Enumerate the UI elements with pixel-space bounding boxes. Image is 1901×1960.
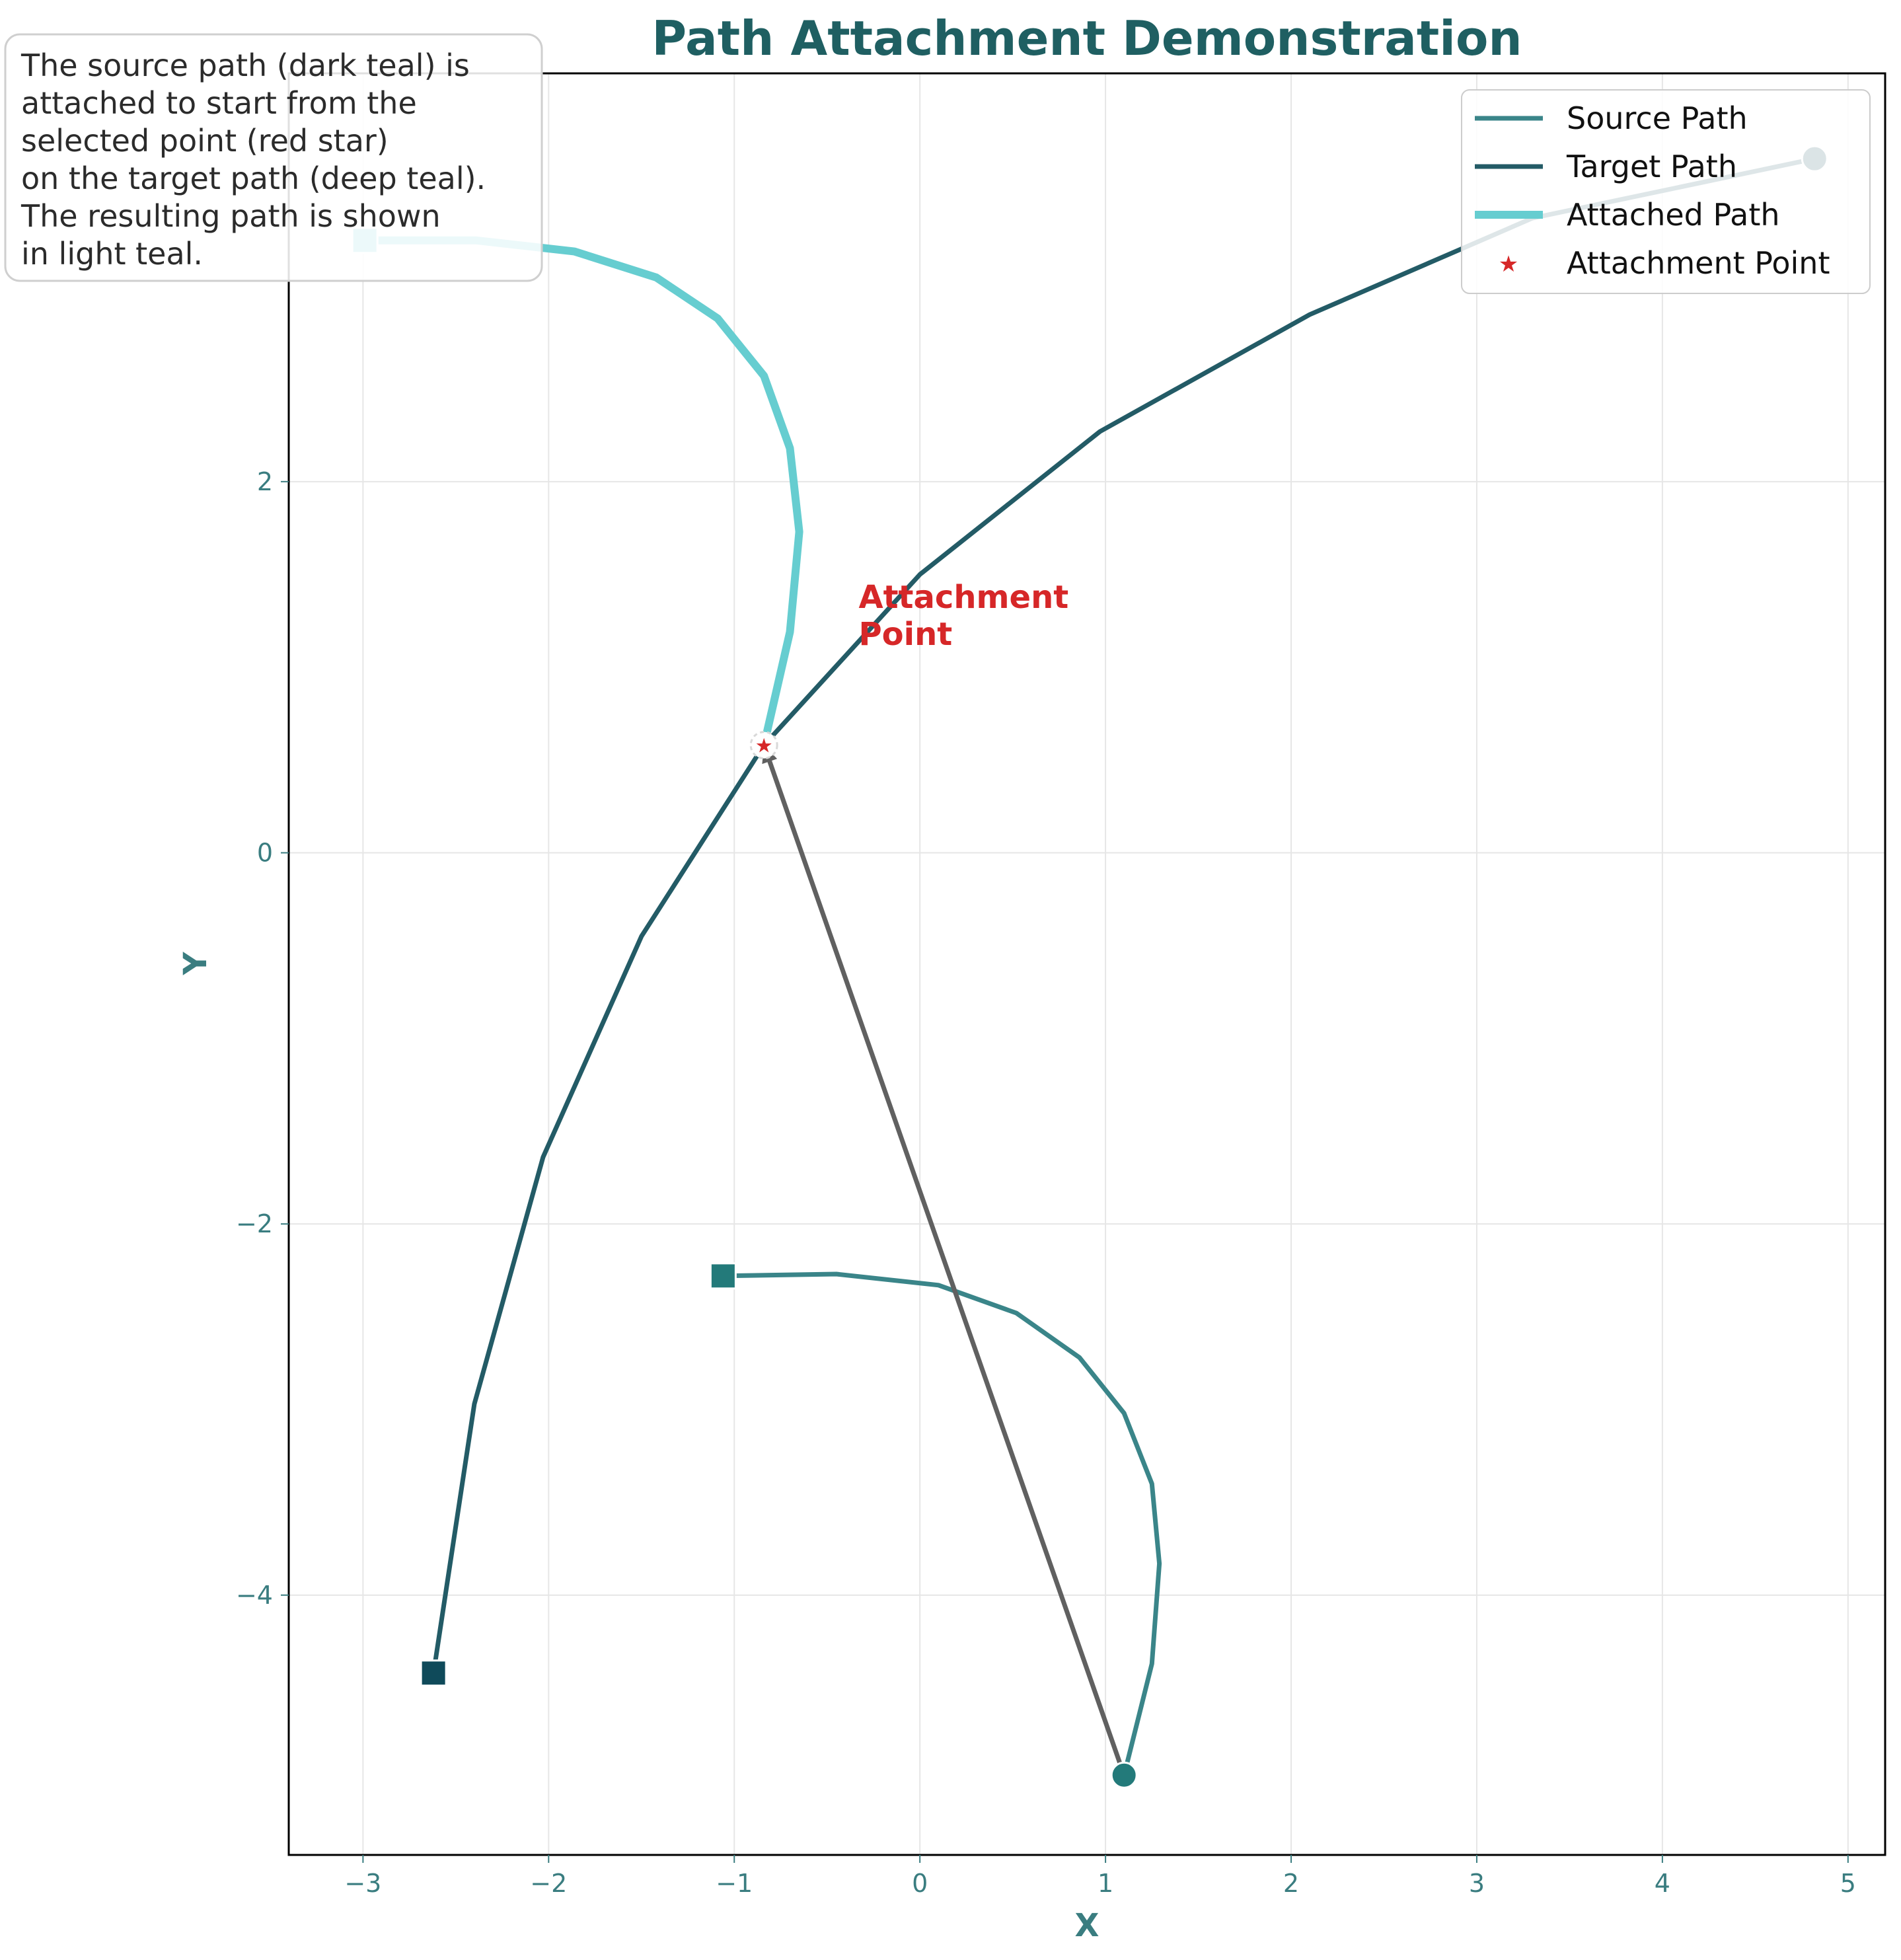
attachment-point-halo [749, 731, 778, 760]
info-box-line-4: on the target path (deep teal). [21, 161, 486, 196]
x-tick-label: 0 [912, 1869, 928, 1898]
y-tick-label: −4 [236, 1581, 273, 1610]
chart-title: Path Attachment Demonstration [652, 11, 1522, 66]
legend: Source Path Target Path Attached Path ★ … [1461, 89, 1871, 294]
info-box-line-6: in light teal. [21, 236, 203, 272]
x-axis-label: X [1074, 1907, 1099, 1944]
y-axis-label: Y [177, 951, 214, 975]
end-marker-source-path [1110, 1761, 1138, 1789]
target-path-line [431, 156, 1817, 1676]
annotation-line-1: Attachment [858, 579, 1068, 616]
x-tick-label: −1 [716, 1869, 753, 1898]
grid [289, 73, 1885, 1855]
x-tick-label: 5 [1840, 1869, 1856, 1898]
info-box: The source path (dark teal) is attached … [4, 33, 543, 282]
start-marker-source-path [709, 1262, 737, 1290]
x-tick-label: −3 [344, 1869, 381, 1898]
attachment-point-star-icon: ★ [755, 735, 773, 758]
info-box-line-5: The resulting path is shown [20, 198, 441, 234]
info-box-background [4, 33, 543, 282]
info-box-line-2: attached to start from the [21, 85, 417, 121]
info-box-line-1: The source path (dark teal) is [20, 48, 470, 83]
y-tick-label: 2 [257, 467, 273, 496]
legend-label-attachment-point: Attachment Point [1567, 245, 1830, 281]
legend-label-source-path: Source Path [1567, 100, 1748, 136]
info-box-line-3: selected point (red star) [21, 123, 389, 159]
legend-swatch-attachment-point-star-icon: ★ [1499, 251, 1518, 278]
x-tick-label: 2 [1283, 1869, 1299, 1898]
x-tick-label: 1 [1098, 1869, 1113, 1898]
x-tick-label: 4 [1655, 1869, 1670, 1898]
legend-box [1461, 89, 1871, 294]
annotation-line-2: Point [858, 616, 952, 653]
attachment-arrow-line [761, 744, 1127, 1776]
source-path-line [720, 1271, 1162, 1778]
legend-label-attached-path: Attached Path [1567, 197, 1780, 233]
plot-frame [287, 72, 1886, 1856]
y-tick-label: 0 [257, 839, 273, 868]
attachment-annotation: Attachment Point [858, 579, 1079, 653]
axis-ticks: −3 −2 −1 0 1 2 3 4 5 −4 −2 0 2 [236, 467, 1856, 1898]
start-marker-target-path [420, 1659, 447, 1687]
x-tick-label: 3 [1469, 1869, 1485, 1898]
x-tick-label: −2 [530, 1869, 567, 1898]
legend-label-target-path: Target Path [1566, 149, 1737, 184]
plot-series: ★ [351, 145, 1828, 1789]
y-tick-label: −2 [236, 1209, 273, 1238]
